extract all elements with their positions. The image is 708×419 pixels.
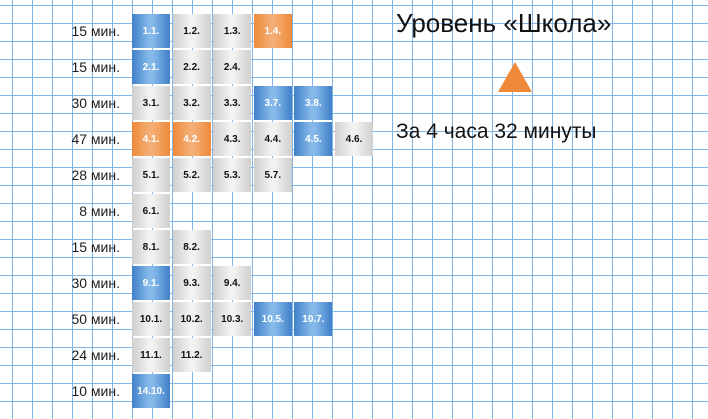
task-row: 24 мин. 11.1. 11.2. [0, 337, 708, 373]
task-cell: 5.7. [253, 158, 292, 192]
task-row: 30 мин. 9.1. 9.3. 9.4. [0, 265, 708, 301]
task-cell: 8.2. [172, 230, 211, 264]
row-time-label: 15 мин. [71, 23, 120, 39]
row-time-label: 24 мин. [71, 347, 120, 363]
task-cell: 2.2. [172, 50, 211, 84]
task-row: 28 мин. 5.1. 5.2. 5.3. 5.7. [0, 157, 708, 193]
row-time-label: 47 мин. [71, 131, 120, 147]
task-row: 50 мин. 10.1. 10.2. 10.3. 10.5. 10.7. [0, 301, 708, 337]
level-title: Уровень «Школа» [396, 8, 612, 38]
task-cell: 1.2. [172, 14, 211, 48]
task-cell: 14.10. [132, 374, 170, 408]
total-time-summary: За 4 часа 32 минуты [396, 120, 597, 143]
task-cell: 4.1. [132, 122, 170, 156]
task-cell: 4.3. [213, 122, 252, 156]
up-triangle-icon [498, 62, 532, 92]
row-time-label: 50 мин. [71, 311, 120, 327]
task-cell: 4.6. [335, 122, 373, 156]
row-time-label: 15 мин. [71, 59, 120, 75]
row-time-label: 28 мин. [71, 167, 120, 183]
task-cell: 3.1. [132, 86, 170, 120]
task-cell: 2.4. [213, 50, 252, 84]
task-cell: 9.1. [132, 266, 170, 300]
task-cell: 4.2. [172, 122, 211, 156]
task-row: 15 мин. 2.1. 2.2. 2.4. [0, 49, 708, 85]
task-cell: 4.5. [294, 122, 333, 156]
task-cell: 2.1. [132, 50, 170, 84]
task-cell: 5.2. [172, 158, 211, 192]
task-cell: 3.2. [172, 86, 211, 120]
row-time-label: 10 мин. [71, 383, 120, 399]
row-time-label: 8 мин. [79, 203, 120, 219]
task-cell: 10.1. [132, 302, 170, 336]
task-cell: 1.3. [213, 14, 252, 48]
task-cell: 5.3. [213, 158, 252, 192]
task-row: 8 мин. 6.1. [0, 193, 708, 229]
task-cell: 3.3. [213, 86, 252, 120]
task-row: 10 мин. 14.10. [0, 373, 708, 409]
task-cell: 4.4. [253, 122, 292, 156]
task-cell: 10.5. [253, 302, 292, 336]
task-row: 15 мин. 1.1. 1.2. 1.3. 1.4. [0, 13, 708, 49]
task-cell: 10.3. [213, 302, 252, 336]
row-time-label: 30 мин. [71, 95, 120, 111]
row-time-label: 30 мин. [71, 275, 120, 291]
task-cell: 1.1. [132, 14, 170, 48]
task-row: 47 мин. 4.1. 4.2. 4.3. 4.4. 4.5. 4.6. [0, 121, 708, 157]
task-cell: 3.8. [294, 86, 333, 120]
task-cell: 10.2. [172, 302, 211, 336]
task-cell: 8.1. [132, 230, 170, 264]
task-row: 15 мин. 8.1. 8.2. [0, 229, 708, 265]
row-time-label: 15 мин. [71, 239, 120, 255]
task-cell: 11.2. [172, 338, 211, 372]
task-cell: 9.3. [172, 266, 211, 300]
task-cell: 1.4. [253, 14, 292, 48]
task-cell: 11.1. [132, 338, 170, 372]
task-cell: 10.7. [294, 302, 333, 336]
task-cell: 5.1. [132, 158, 170, 192]
task-cell: 6.1. [132, 194, 170, 228]
task-cell: 9.4. [213, 266, 252, 300]
task-cell: 3.7. [253, 86, 292, 120]
task-row: 30 мин. 3.1. 3.2. 3.3. 3.7. 3.8. [0, 85, 708, 121]
